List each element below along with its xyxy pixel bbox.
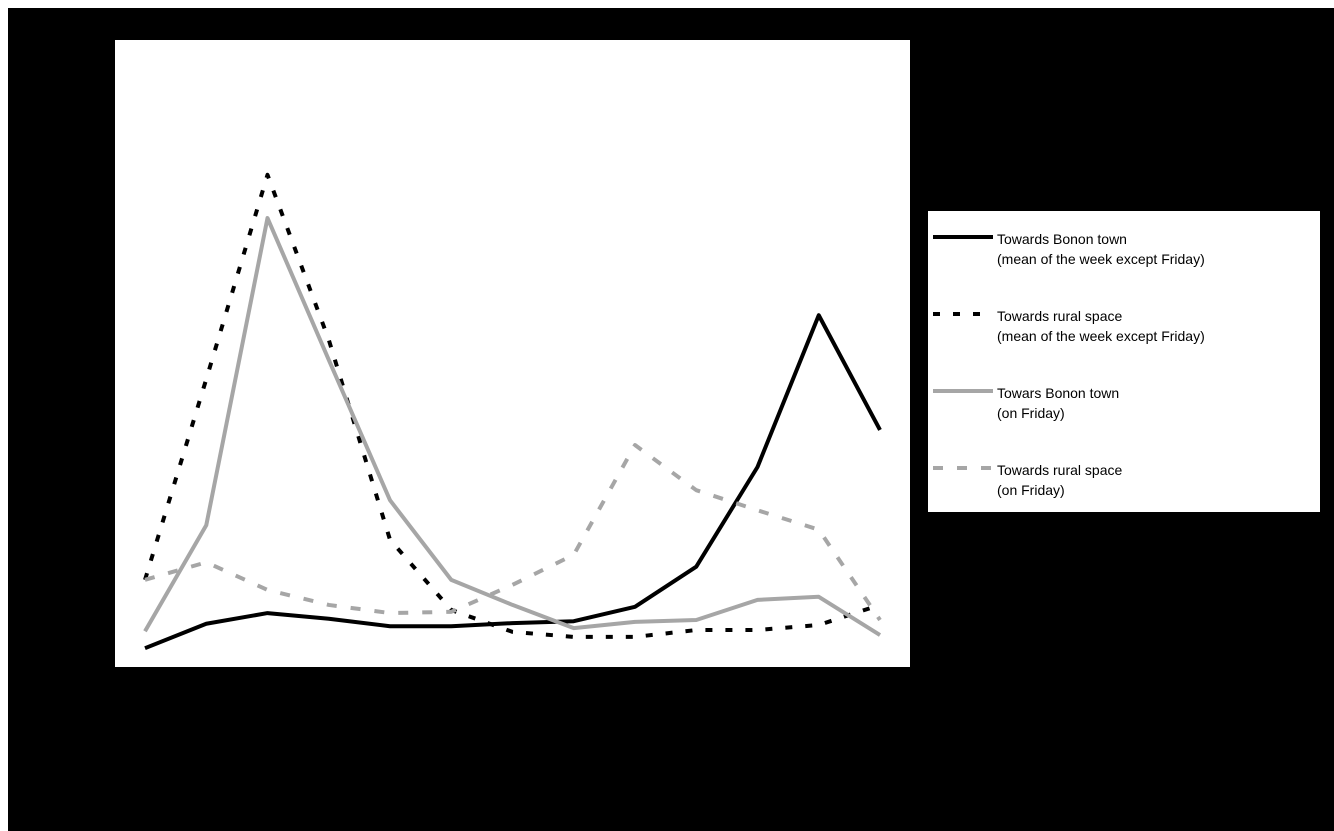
legend-label: Towars Bonon town (on Friday)	[997, 385, 1120, 421]
legend-box	[928, 211, 1320, 512]
series-line	[143, 172, 881, 639]
series-line	[144, 313, 882, 651]
legend-label: Towards rural space (mean of the week ex…	[997, 308, 1205, 344]
plot-area	[115, 40, 910, 667]
legend-label: Towards rural space (on Friday)	[997, 462, 1123, 498]
series-line	[143, 216, 882, 637]
legend-label: Towards Bonon town (mean of the week exc…	[997, 231, 1205, 267]
